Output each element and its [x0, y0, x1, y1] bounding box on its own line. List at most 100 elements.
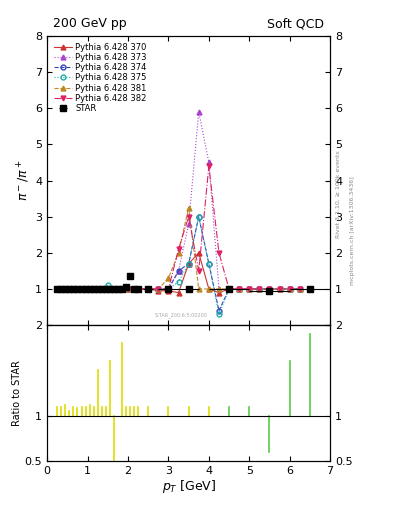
Text: mcplots.cern.ch [arXiv:1306.3436]: mcplots.cern.ch [arXiv:1306.3436] [350, 176, 355, 285]
Pythia 6.428 382 [287, 286, 292, 292]
Pythia 6.428 370 [166, 288, 171, 294]
Pythia 6.428 374 [227, 286, 231, 292]
Pythia 6.428 375 [105, 282, 110, 288]
Pythia 6.428 374 [75, 286, 80, 292]
Pythia 6.428 370 [196, 250, 201, 256]
Pythia 6.428 375 [166, 286, 171, 292]
Pythia 6.428 375 [196, 214, 201, 220]
Pythia 6.428 370 [186, 261, 191, 267]
Pythia 6.428 374 [298, 286, 302, 292]
Pythia 6.428 370 [75, 286, 80, 292]
Text: S:TAR_200:6:5:00200: S:TAR_200:6:5:00200 [155, 312, 208, 318]
Pythia 6.428 382 [298, 286, 302, 292]
Pythia 6.428 381 [126, 286, 130, 292]
Pythia 6.428 382 [95, 286, 100, 292]
Pythia 6.428 374 [55, 286, 60, 292]
Pythia 6.428 382 [126, 286, 130, 292]
Pythia 6.428 374 [176, 268, 181, 274]
Pythia 6.428 375 [75, 286, 80, 292]
Pythia 6.428 381 [247, 286, 252, 292]
Pythia 6.428 373 [105, 286, 110, 292]
Pythia 6.428 375 [227, 286, 231, 292]
Pythia 6.428 374 [136, 286, 140, 292]
Pythia 6.428 373 [247, 286, 252, 292]
Pythia 6.428 381 [75, 286, 80, 292]
Pythia 6.428 374 [85, 286, 90, 292]
Pythia 6.428 381 [196, 286, 201, 292]
Pythia 6.428 373 [146, 286, 151, 292]
Pythia 6.428 382 [116, 286, 120, 292]
Line: Pythia 6.428 374: Pythia 6.428 374 [55, 214, 302, 313]
Pythia 6.428 370 [206, 286, 211, 292]
Pythia 6.428 370 [136, 286, 140, 292]
Pythia 6.428 375 [85, 286, 90, 292]
Pythia 6.428 375 [298, 286, 302, 292]
Pythia 6.428 382 [166, 286, 171, 292]
Pythia 6.428 375 [95, 286, 100, 292]
Pythia 6.428 381 [136, 286, 140, 292]
Pythia 6.428 381 [298, 286, 302, 292]
Pythia 6.428 373 [298, 286, 302, 292]
Pythia 6.428 375 [55, 286, 60, 292]
Pythia 6.428 370 [176, 290, 181, 296]
Pythia 6.428 370 [105, 286, 110, 292]
Pythia 6.428 373 [176, 268, 181, 274]
Pythia 6.428 370 [65, 286, 70, 292]
Pythia 6.428 381 [267, 286, 272, 292]
Pythia 6.428 375 [287, 286, 292, 292]
Pythia 6.428 381 [105, 286, 110, 292]
Pythia 6.428 373 [55, 286, 60, 292]
Line: Pythia 6.428 373: Pythia 6.428 373 [55, 110, 302, 291]
Pythia 6.428 374 [217, 308, 221, 314]
Pythia 6.428 382 [196, 268, 201, 274]
Line: Pythia 6.428 382: Pythia 6.428 382 [55, 164, 302, 291]
Pythia 6.428 373 [217, 286, 221, 292]
Pythia 6.428 373 [287, 286, 292, 292]
Pythia 6.428 375 [247, 286, 252, 292]
Pythia 6.428 381 [95, 286, 100, 292]
Pythia 6.428 374 [116, 286, 120, 292]
Pythia 6.428 382 [247, 286, 252, 292]
Pythia 6.428 382 [85, 286, 90, 292]
Pythia 6.428 373 [65, 286, 70, 292]
Pythia 6.428 382 [75, 286, 80, 292]
Pythia 6.428 381 [55, 286, 60, 292]
Pythia 6.428 370 [237, 286, 242, 292]
Pythia 6.428 382 [176, 246, 181, 252]
Pythia 6.428 381 [156, 286, 161, 292]
Pythia 6.428 373 [196, 109, 201, 115]
Pythia 6.428 375 [156, 286, 161, 292]
Pythia 6.428 375 [65, 286, 70, 292]
Pythia 6.428 382 [65, 286, 70, 292]
Pythia 6.428 375 [206, 261, 211, 267]
Pythia 6.428 381 [257, 286, 262, 292]
Pythia 6.428 373 [156, 286, 161, 292]
Pythia 6.428 374 [287, 286, 292, 292]
Pythia 6.428 370 [247, 286, 252, 292]
Line: Pythia 6.428 381: Pythia 6.428 381 [55, 205, 302, 291]
Pythia 6.428 373 [126, 286, 130, 292]
Line: Pythia 6.428 375: Pythia 6.428 375 [55, 214, 302, 317]
Text: 200 GeV pp: 200 GeV pp [53, 17, 127, 30]
Pythia 6.428 374 [156, 286, 161, 292]
Pythia 6.428 373 [267, 286, 272, 292]
Pythia 6.428 375 [267, 286, 272, 292]
Pythia 6.428 373 [166, 286, 171, 292]
Pythia 6.428 382 [55, 286, 60, 292]
Pythia 6.428 373 [116, 286, 120, 292]
Pythia 6.428 370 [287, 286, 292, 292]
X-axis label: $p_T$ [GeV]: $p_T$ [GeV] [162, 478, 216, 496]
Pythia 6.428 375 [146, 286, 151, 292]
Line: Pythia 6.428 370: Pythia 6.428 370 [55, 250, 302, 295]
Pythia 6.428 370 [227, 286, 231, 292]
Pythia 6.428 374 [277, 286, 282, 292]
Text: Soft QCD: Soft QCD [268, 17, 325, 30]
Pythia 6.428 370 [267, 286, 272, 292]
Pythia 6.428 381 [237, 286, 242, 292]
Pythia 6.428 370 [217, 290, 221, 296]
Pythia 6.428 374 [95, 286, 100, 292]
Pythia 6.428 374 [257, 286, 262, 292]
Pythia 6.428 382 [146, 286, 151, 292]
Pythia 6.428 382 [217, 250, 221, 256]
Pythia 6.428 374 [186, 261, 191, 267]
